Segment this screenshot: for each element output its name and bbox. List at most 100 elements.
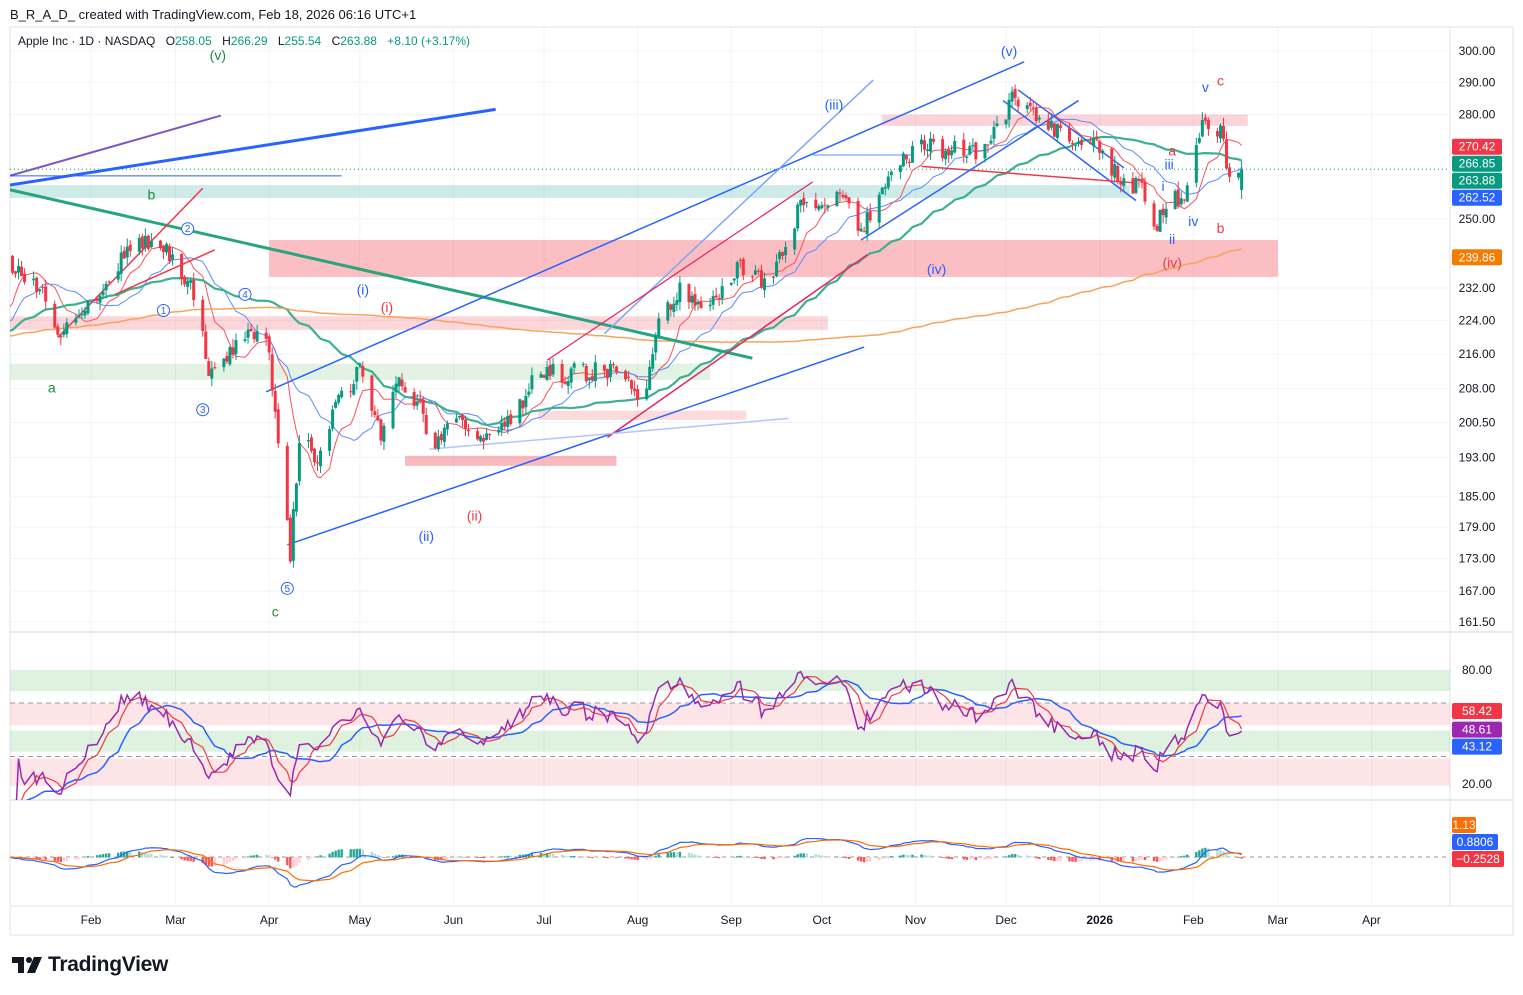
candle-body xyxy=(729,282,733,285)
candle xyxy=(38,289,42,295)
time-axis-label: 2026 xyxy=(1086,913,1113,927)
macd-signal-line xyxy=(10,839,1242,882)
macd-histogram-bar xyxy=(56,857,59,862)
candle-body xyxy=(648,366,652,390)
circled-wave-label: 2 xyxy=(181,222,195,236)
rsi-pane[interactable] xyxy=(0,670,1450,822)
tradingview-logo[interactable]: TradingView xyxy=(12,953,168,977)
macd-histogram-bar xyxy=(328,853,331,858)
macd-histogram-bar xyxy=(120,851,123,858)
price-tick: 179.00 xyxy=(1459,520,1496,534)
candle xyxy=(1037,114,1041,123)
circled-number: 2 xyxy=(185,224,191,235)
macd-histogram-bar xyxy=(310,857,313,859)
candle-body xyxy=(171,254,175,260)
macd-histogram-bar xyxy=(784,856,787,858)
candle xyxy=(793,227,797,255)
candle xyxy=(56,323,60,337)
macd-histogram-bar xyxy=(865,857,869,862)
macd-histogram-bar xyxy=(349,849,352,858)
candle-body xyxy=(630,380,634,389)
candle-body xyxy=(400,379,404,387)
candle-body xyxy=(762,278,766,291)
candle xyxy=(826,204,830,212)
candle xyxy=(1004,119,1008,129)
candle-body xyxy=(116,271,120,280)
candle-body xyxy=(2,258,5,259)
macd-histogram-bar xyxy=(264,854,268,858)
macd-histogram-bar xyxy=(742,856,745,858)
macd-histogram-bar xyxy=(920,854,923,858)
candle-body xyxy=(1197,138,1201,143)
macd-histogram-bar xyxy=(905,854,908,858)
macd-histogram-bar xyxy=(887,856,890,858)
candle-body xyxy=(950,150,954,156)
candle-body xyxy=(590,376,594,381)
time-axis-label: Mar xyxy=(1268,913,1289,927)
candle xyxy=(225,351,229,364)
candle-body xyxy=(814,199,818,209)
candle-body xyxy=(1034,107,1038,122)
candle xyxy=(1089,137,1093,145)
candle-body xyxy=(1098,141,1102,153)
macd-histogram-bar xyxy=(506,855,509,858)
candle xyxy=(1095,130,1099,142)
symbol-title[interactable]: Apple Inc · 1D · NASDAQ xyxy=(18,34,156,48)
candle xyxy=(775,254,779,278)
candle-body xyxy=(657,318,661,336)
candle xyxy=(1215,128,1219,143)
candle-body xyxy=(35,277,39,293)
macd-histogram-bar xyxy=(739,855,742,858)
candle xyxy=(1098,139,1102,161)
candle-body xyxy=(524,396,528,408)
rsi-label: 48.61 xyxy=(1452,721,1502,738)
candle-body xyxy=(355,367,359,382)
candle xyxy=(276,403,280,448)
close-label: C xyxy=(331,34,341,48)
candle-body xyxy=(551,363,555,375)
candle-body xyxy=(527,391,531,395)
macd-histogram-bar xyxy=(1207,848,1210,858)
candle-body xyxy=(439,434,443,441)
macd-histogram-bar xyxy=(1074,857,1077,862)
candle xyxy=(83,306,87,319)
candle xyxy=(738,257,742,268)
main-pane[interactable]: (v)bac(i)(i)(ii)(ii)(iii)(iv)(v)(iv)v cai… xyxy=(0,43,1450,619)
macd-histogram-bar xyxy=(730,857,733,858)
candle xyxy=(1228,163,1232,183)
macd-histogram-bar xyxy=(107,853,111,858)
candle xyxy=(1028,96,1032,111)
candle-body xyxy=(1164,208,1168,218)
macd-histogram-bar xyxy=(986,857,990,860)
candle xyxy=(1222,117,1225,142)
candle xyxy=(122,246,126,260)
candle-body xyxy=(560,364,564,383)
candle-body xyxy=(608,364,612,378)
candle-body xyxy=(941,139,945,159)
candle-body xyxy=(497,429,501,433)
macd-pane[interactable] xyxy=(0,837,1450,888)
candle-body xyxy=(793,228,797,250)
candle-body xyxy=(953,140,957,153)
macd-histogram-bar xyxy=(1068,857,1071,862)
candle xyxy=(548,357,552,381)
axes: 300.00290.00280.00250.00232.00224.00216.… xyxy=(81,44,1504,927)
price-tick: 232.00 xyxy=(1459,281,1496,295)
candle-body xyxy=(929,138,933,152)
candle xyxy=(14,270,17,278)
candle-body xyxy=(1176,189,1180,207)
circle-marker xyxy=(196,403,210,417)
candle xyxy=(418,390,422,404)
candle-body xyxy=(376,415,380,421)
candle-body xyxy=(826,205,830,208)
macd-histogram-bar xyxy=(1161,857,1165,861)
candle xyxy=(693,286,697,311)
macd-histogram-bar xyxy=(781,857,784,858)
price-label-bg xyxy=(1452,189,1502,206)
macd-histogram-bar xyxy=(464,857,467,858)
circled-number: 3 xyxy=(200,405,206,416)
macd-histogram-bar xyxy=(337,849,340,858)
candle-body xyxy=(122,250,126,259)
macd-histogram-bar xyxy=(944,857,947,859)
